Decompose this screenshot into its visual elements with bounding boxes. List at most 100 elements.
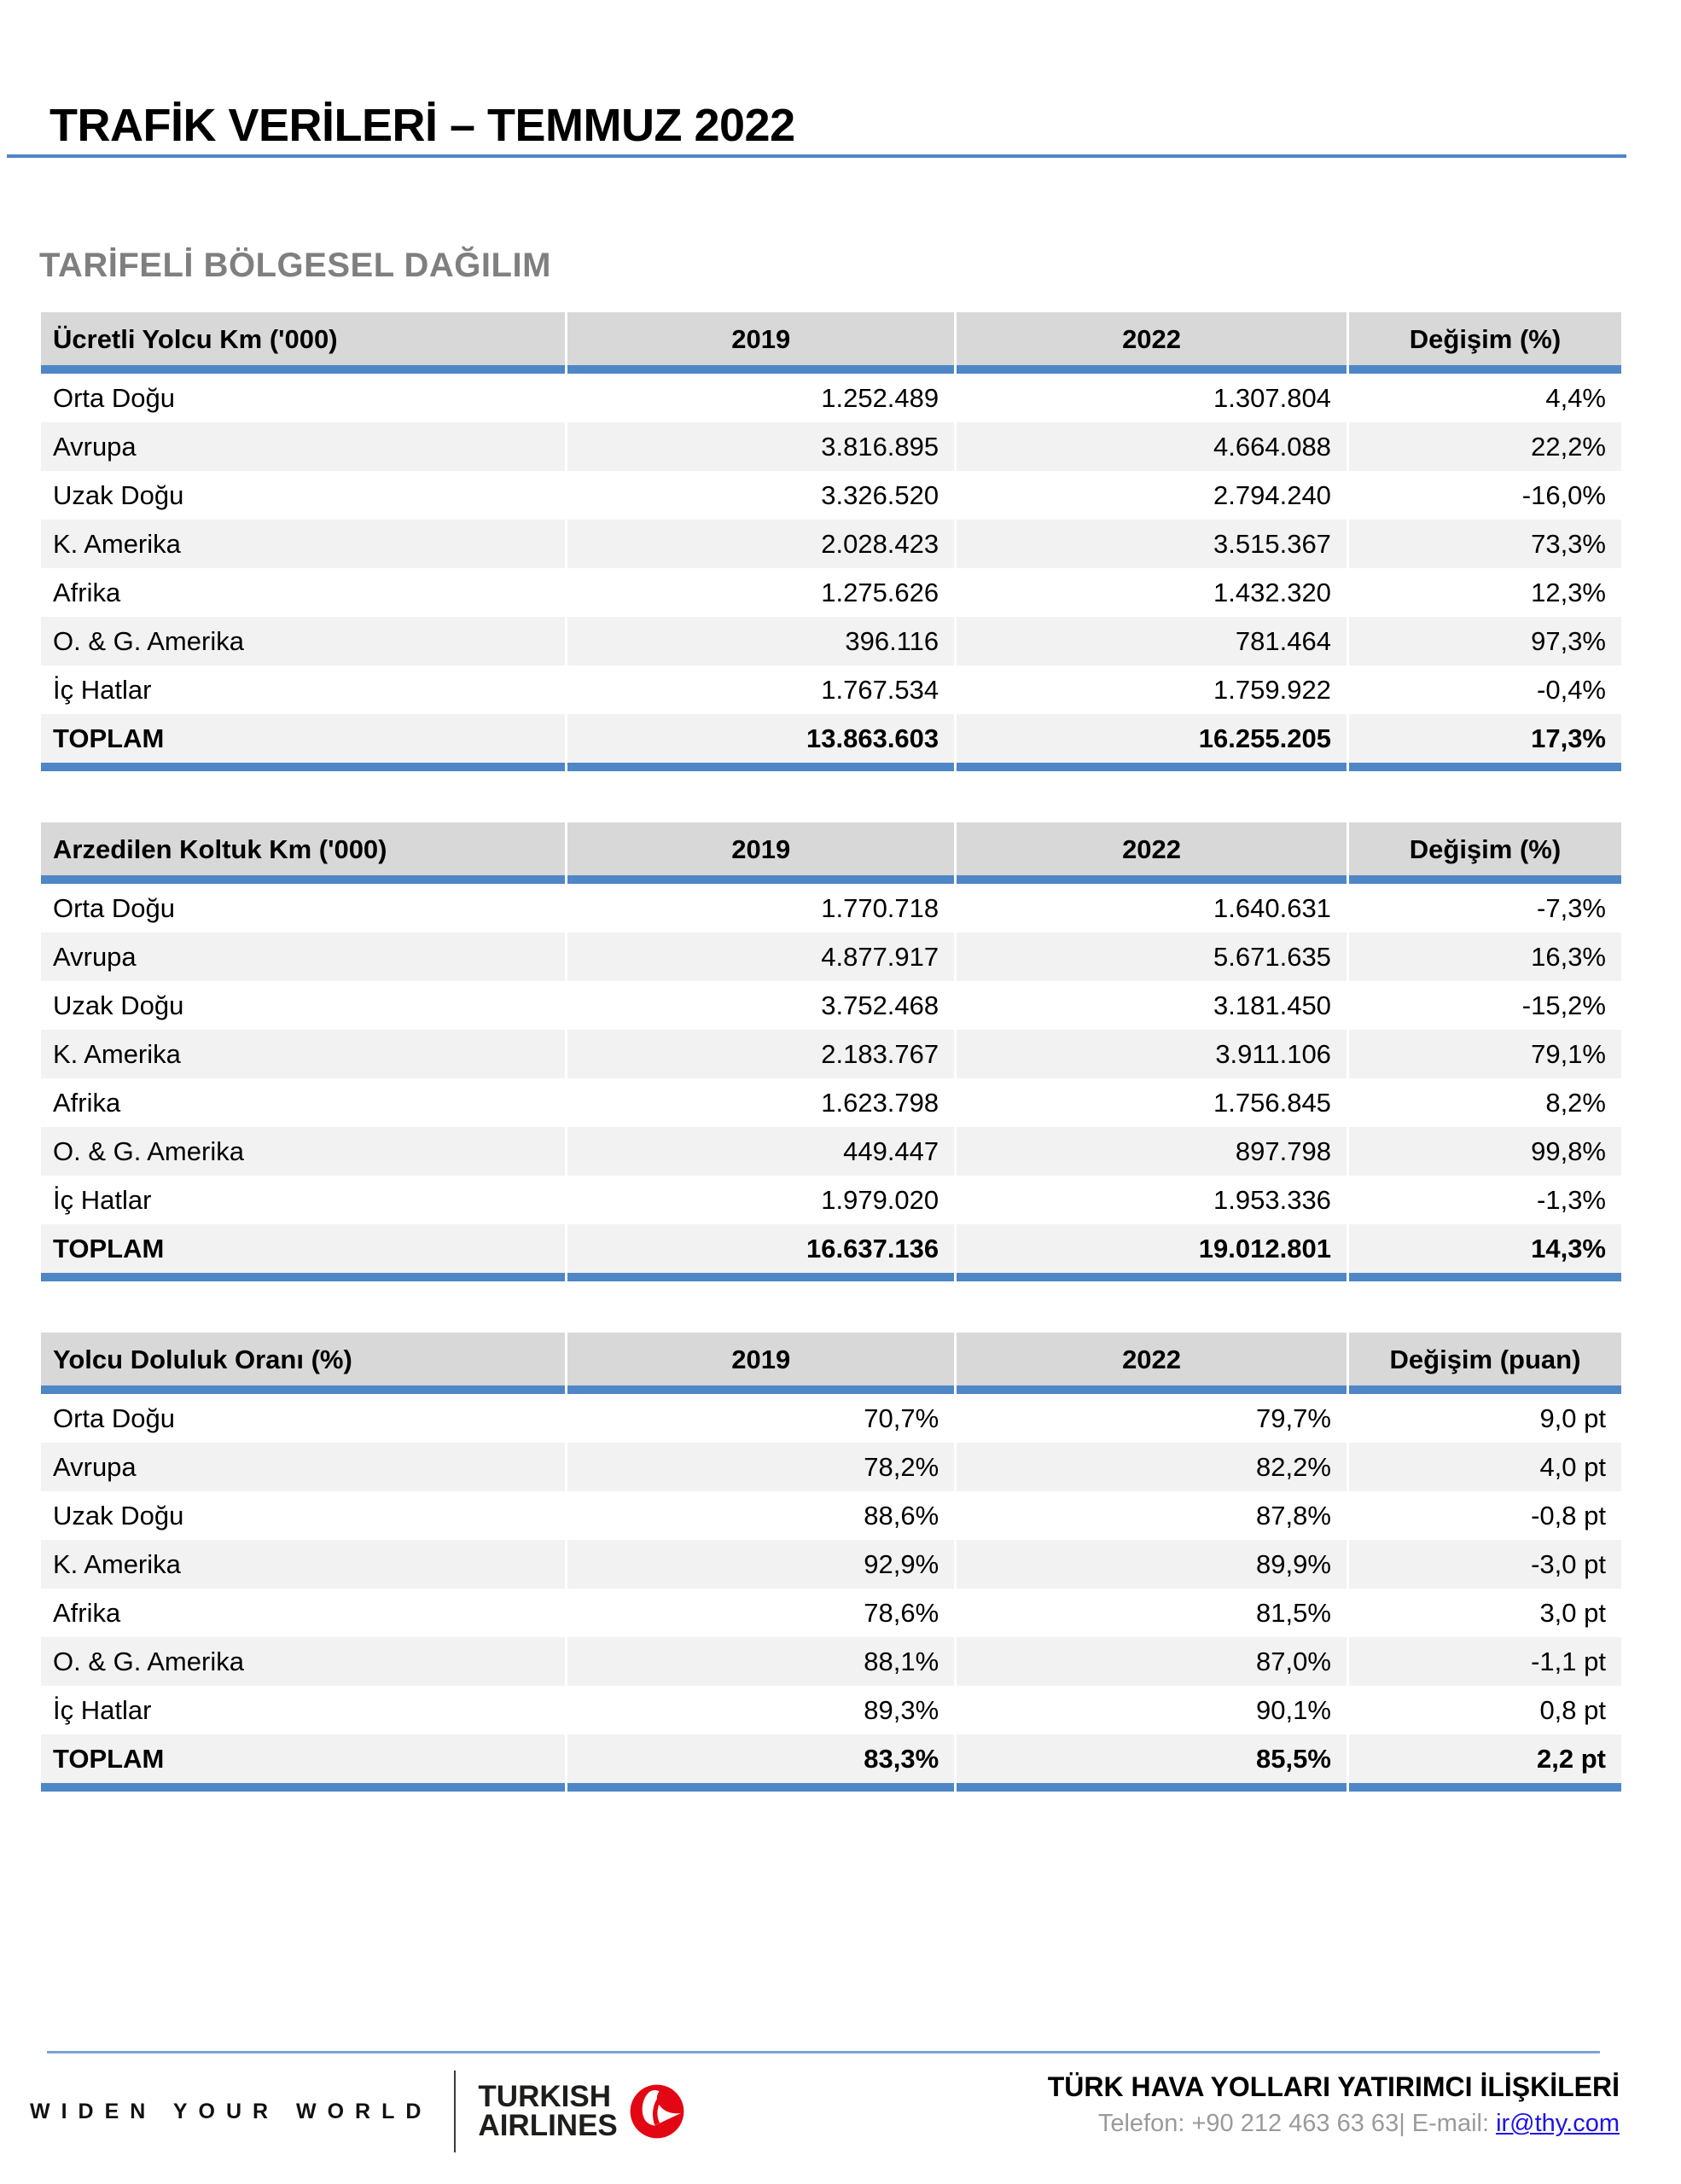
region-cell: O. & G. Amerika: [41, 1127, 566, 1176]
value-cell: 89,9%: [957, 1540, 1347, 1589]
table-row: K. Amerika 2.028.423 3.515.367 73,3%: [41, 520, 1621, 568]
turkish-airlines-bird-icon: [630, 2084, 684, 2139]
value-cell: 3.515.367: [957, 520, 1347, 568]
footer-divider-rule: [47, 2051, 1600, 2053]
region-cell: O. & G. Amerika: [41, 617, 566, 665]
table-row: K. Amerika 2.183.767 3.911.106 79,1%: [41, 1030, 1621, 1078]
table-row: O. & G. Amerika 88,1% 87,0% -1,1 pt: [41, 1637, 1621, 1686]
email-link[interactable]: ir@thy.com: [1496, 2110, 1620, 2137]
total-label-cell: TOPLAM: [41, 714, 566, 771]
value-cell: 1.623.798: [567, 1078, 955, 1127]
table-row: Orta Doğu 70,7% 79,7% 9,0 pt: [41, 1394, 1621, 1443]
value-cell: 4.877.917: [567, 932, 955, 981]
value-cell: -7,3%: [1348, 884, 1621, 932]
total-value-cell: 17,3%: [1348, 714, 1621, 771]
value-cell: 4.664.088: [957, 422, 1347, 471]
value-cell: 82,2%: [957, 1443, 1347, 1491]
value-cell: 3.752.468: [567, 981, 955, 1030]
logo-bird-shape: [642, 2089, 681, 2126]
value-cell: 78,2%: [567, 1443, 955, 1491]
value-cell: 396.116: [567, 617, 955, 665]
total-value-cell: 16.255.205: [957, 714, 1347, 771]
value-cell: 1.432.320: [957, 568, 1347, 617]
region-cell: Avrupa: [41, 1443, 566, 1491]
region-cell: O. & G. Amerika: [41, 1637, 566, 1686]
value-cell: 5.671.635: [957, 932, 1347, 981]
brand-word-2: AIRLINES: [478, 2109, 618, 2142]
region-cell: Avrupa: [41, 932, 566, 981]
value-cell: 78,6%: [567, 1589, 955, 1637]
contact-prefix: Telefon: +90 212 463 63 63| E-mail:: [1097, 2110, 1497, 2137]
table-row: İç Hatlar 1.767.534 1.759.922 -0,4%: [41, 665, 1621, 714]
page-title: TRAFİK VERİLERİ – TEMMUZ 2022: [49, 100, 795, 152]
table-row: K. Amerika 92,9% 89,9% -3,0 pt: [41, 1540, 1621, 1589]
value-cell: 3,0 pt: [1348, 1589, 1621, 1637]
value-cell: 16,3%: [1348, 932, 1621, 981]
region-cell: Afrika: [41, 568, 566, 617]
value-cell: 9,0 pt: [1348, 1394, 1621, 1443]
value-cell: 0,8 pt: [1348, 1686, 1621, 1734]
value-cell: 22,2%: [1348, 422, 1621, 471]
metric-header-cell: Arzedilen Koltuk Km ('000): [41, 822, 566, 884]
total-value-cell: 2,2 pt: [1348, 1734, 1621, 1792]
table-header-row: Arzedilen Koltuk Km ('000) 2019 2022 Değişi…: [41, 822, 1621, 884]
table-row: Uzak Doğu 3.752.468 3.181.450 -15,2%: [41, 981, 1621, 1030]
metric-header-cell: Ücretli Yolcu Km ('000): [41, 312, 566, 374]
total-value-cell: 13.863.603: [567, 714, 955, 771]
value-cell: 449.447: [567, 1127, 955, 1176]
value-cell: 8,2%: [1348, 1078, 1621, 1127]
value-cell: 79,1%: [1348, 1030, 1621, 1078]
region-cell: K. Amerika: [41, 520, 566, 568]
table-row: Avrupa 78,2% 82,2% 4,0 pt: [41, 1443, 1621, 1491]
table-row: Afrika 1.275.626 1.432.320 12,3%: [41, 568, 1621, 617]
value-cell: 781.464: [957, 617, 1347, 665]
value-cell: 89,3%: [567, 1686, 955, 1734]
value-cell: 1.770.718: [567, 884, 955, 932]
table-row: Avrupa 3.816.895 4.664.088 22,2%: [41, 422, 1621, 471]
value-cell: 1.759.922: [957, 665, 1347, 714]
value-cell: 88,6%: [567, 1491, 955, 1540]
value-cell: 87,8%: [957, 1491, 1347, 1540]
value-cell: 1.252.489: [567, 374, 955, 422]
value-cell: 88,1%: [567, 1637, 955, 1686]
table-row: Orta Doğu 1.770.718 1.640.631 -7,3%: [41, 884, 1621, 932]
value-cell: -0,4%: [1348, 665, 1621, 714]
table-row: Avrupa 4.877.917 5.671.635 16,3%: [41, 932, 1621, 981]
value-cell: 70,7%: [567, 1394, 955, 1443]
total-label-cell: TOPLAM: [41, 1734, 566, 1792]
region-cell: K. Amerika: [41, 1540, 566, 1589]
table-row: İç Hatlar 1.979.020 1.953.336 -1,3%: [41, 1176, 1621, 1224]
region-cell: Uzak Doğu: [41, 471, 566, 520]
total-value-cell: 85,5%: [957, 1734, 1347, 1792]
value-cell: -1,3%: [1348, 1176, 1621, 1224]
total-value-cell: 16.637.136: [567, 1224, 955, 1281]
year-header-cell: 2022: [957, 822, 1347, 884]
year-header-cell: Değişim (%): [1348, 312, 1621, 374]
year-header-cell: 2022: [957, 312, 1347, 374]
value-cell: 2.183.767: [567, 1030, 955, 1078]
logo-bird-notch: [652, 2098, 661, 2125]
value-cell: 87,0%: [957, 1637, 1347, 1686]
table-yolcu-doluluk-orani: Yolcu Doluluk Oranı (%) 2019 2022 Değişim (…: [41, 1333, 1621, 1792]
value-cell: 81,5%: [957, 1589, 1347, 1637]
value-cell: -3,0 pt: [1348, 1540, 1621, 1589]
table-row: Afrika 1.623.798 1.756.845 8,2%: [41, 1078, 1621, 1127]
value-cell: 1.953.336: [957, 1176, 1347, 1224]
table-row: O. & G. Amerika 449.447 897.798 99,8%: [41, 1127, 1621, 1176]
region-cell: Avrupa: [41, 422, 566, 471]
region-cell: Orta Doğu: [41, 884, 566, 932]
value-cell: -15,2%: [1348, 981, 1621, 1030]
contact-title: TÜRK HAVA YOLLARI YATIRIMCI İLİŞKİLERİ: [1047, 2071, 1620, 2102]
footer-contact-block: TÜRK HAVA YOLLARI YATIRIMCI İLİŞKİLERİ T…: [1048, 2071, 1620, 2138]
brand-divider-line: [454, 2071, 457, 2152]
value-cell: 79,7%: [957, 1394, 1347, 1443]
value-cell: 1.767.534: [567, 665, 955, 714]
value-cell: 3.326.520: [567, 471, 955, 520]
value-cell: 1.640.631: [957, 884, 1347, 932]
region-cell: Afrika: [41, 1589, 566, 1637]
total-row: TOPLAM 13.863.603 16.255.205 17,3%: [41, 714, 1621, 771]
total-value-cell: 83,3%: [567, 1734, 955, 1792]
value-cell: 90,1%: [957, 1686, 1347, 1734]
value-cell: 12,3%: [1348, 568, 1621, 617]
